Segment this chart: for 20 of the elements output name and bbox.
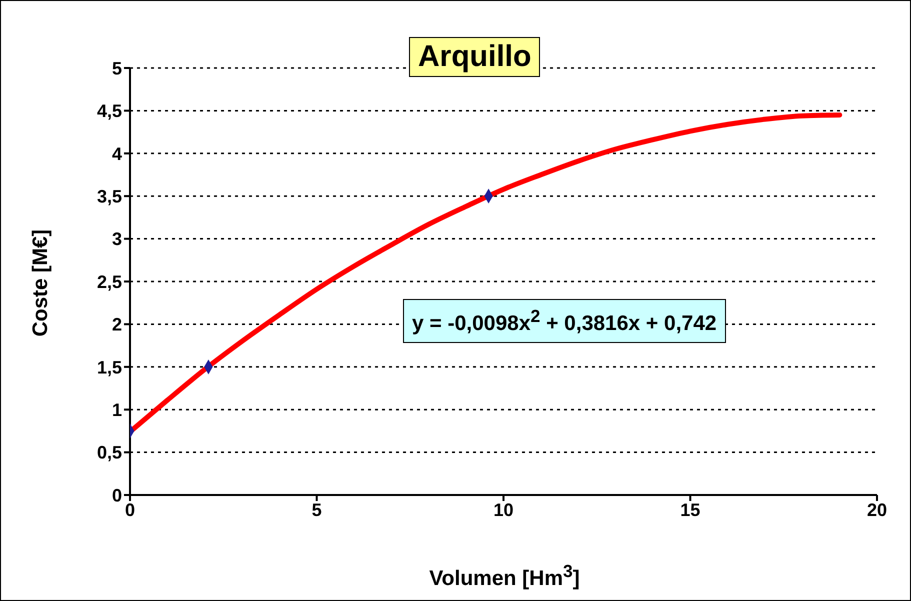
y-tick-label: 3 — [112, 229, 122, 250]
x-tick-label: 0 — [124, 500, 136, 520]
y-axis-title: Coste [M€] — [29, 229, 53, 337]
y-tick-label: 2,5 — [96, 272, 122, 292]
chart-title: Arquillo — [409, 37, 540, 77]
x-tick-label: 10 — [493, 500, 514, 520]
x-axis-title: Volumen [Hm$^{3}$] — [428, 561, 581, 591]
y-tick-label: 1 — [112, 400, 122, 420]
y-tick-label: 5 — [112, 58, 122, 78]
y-tick-label: 2 — [112, 314, 122, 335]
x-tick-label: 15 — [680, 500, 700, 520]
y-tick-label: 4,5 — [96, 101, 122, 122]
y-tick-label: 3,5 — [96, 186, 122, 206]
x-tick-label: 5 — [312, 500, 322, 520]
y-tick-label: 1,5 — [96, 357, 122, 378]
annotation: y = -0,0098x$^{2}$ + 0,3816x + 0,742 — [403, 299, 726, 343]
x-tick-label: 20 — [866, 500, 888, 520]
y-tick-label: 0,5 — [96, 442, 122, 463]
y-tick-label: 0 — [112, 485, 122, 506]
y-tick-label: 4 — [112, 144, 122, 164]
